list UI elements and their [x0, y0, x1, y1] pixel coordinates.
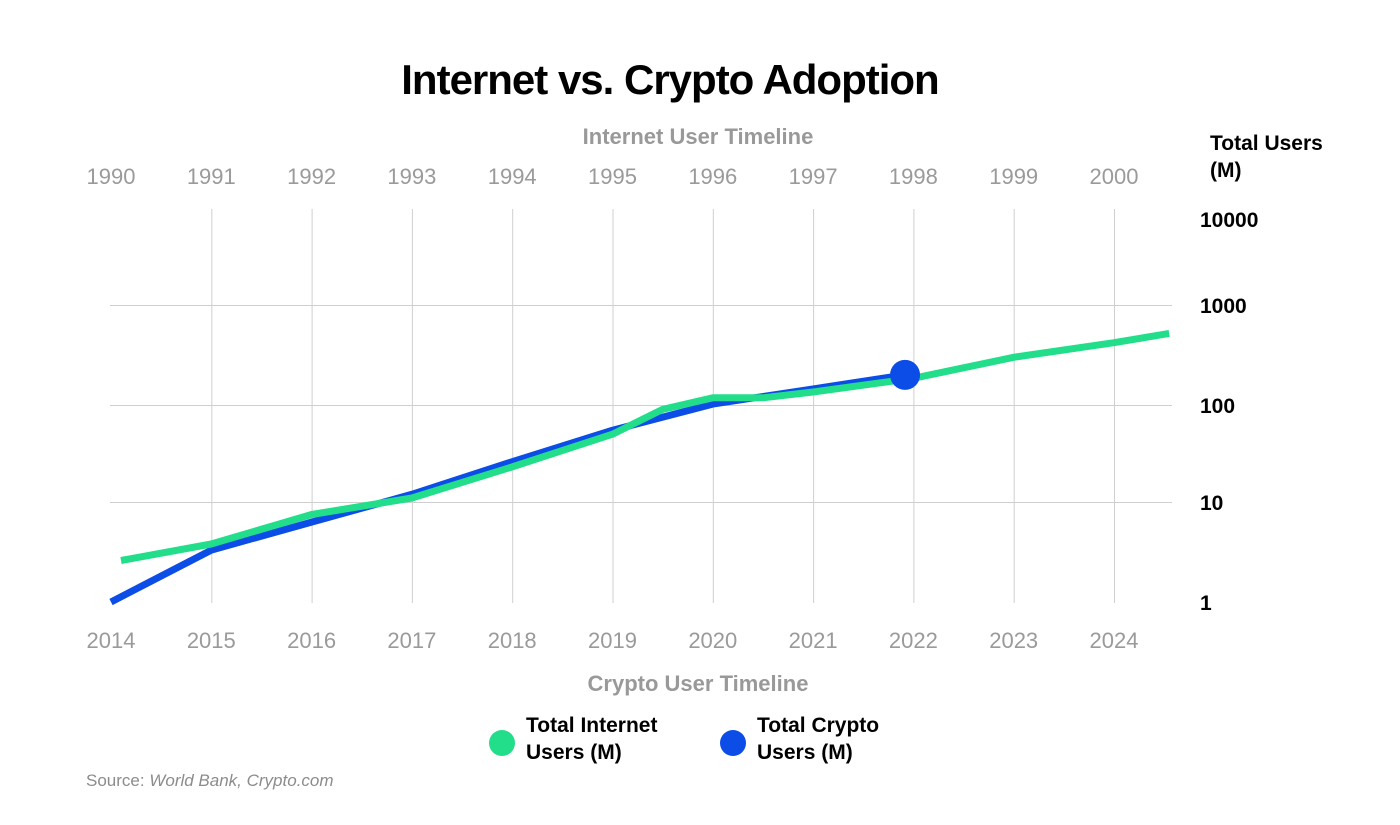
- y-tick-label: 10000: [1200, 209, 1258, 232]
- top-axis-title: Internet User Timeline: [583, 124, 814, 149]
- ticks: 1990 1991 1992 1993 1994 1995 1996 1997 1998 1999…: [87, 164, 1259, 653]
- bottom-x-tick-label: 2022: [889, 628, 938, 653]
- top-x-tick-label: 1991: [187, 164, 236, 189]
- top-x-tick-label: 1997: [789, 164, 838, 189]
- top-x-tick-label: 1996: [688, 164, 737, 189]
- legend: Total Internet Users (M) Total Crypto Us…: [489, 714, 885, 764]
- y-axis-title-line-2: (M): [1210, 159, 1241, 182]
- bottom-x-tick-label: 2019: [588, 628, 637, 653]
- bottom-x-tick-label: 2024: [1090, 628, 1139, 653]
- crypto-users-line: [109, 371, 906, 606]
- legend-label-crypto: Total Crypto Users (M): [757, 714, 885, 764]
- bottom-x-tick-label: 2014: [87, 628, 136, 653]
- y-axis-title-line-1: Total Users: [1210, 132, 1323, 155]
- y-tick-label: 100: [1200, 395, 1235, 418]
- source-note: Source: World Bank, Crypto.com: [86, 771, 334, 790]
- top-x-tick-label: 1994: [488, 164, 537, 189]
- crypto-current-point-marker: [890, 359, 921, 390]
- top-x-tick-label: 2000: [1090, 164, 1139, 189]
- legend-label-crypto-line-2: Users (M): [757, 741, 853, 764]
- top-x-tick-label: 1995: [588, 164, 637, 189]
- bottom-x-tick-label: 2017: [387, 628, 436, 653]
- chart-title: Internet vs. Crypto Adoption: [401, 56, 938, 103]
- bottom-x-tick-label: 2021: [789, 628, 838, 653]
- top-x-tick-label: 1999: [989, 164, 1038, 189]
- y-tick-label: 1000: [1200, 295, 1247, 318]
- series: [109, 329, 1170, 606]
- grid: [110, 209, 1172, 603]
- bottom-x-tick-label: 2016: [287, 628, 336, 653]
- y-axis-title: Total Users (M): [1210, 132, 1329, 182]
- legend-label-internet: Total Internet Users (M): [526, 714, 663, 764]
- bottom-axis-title: Crypto User Timeline: [588, 671, 809, 696]
- legend-marker-internet: [489, 730, 515, 756]
- source-text: World Bank, Crypto.com: [149, 771, 333, 790]
- legend-label-crypto-line-1: Total Crypto: [757, 714, 879, 737]
- top-x-tick-label: 1990: [87, 164, 136, 189]
- y-tick-label: 10: [1200, 492, 1223, 515]
- bottom-x-tick-label: 2023: [989, 628, 1038, 653]
- y-tick-label: 1: [1200, 592, 1212, 615]
- bottom-x-tick-label: 2018: [488, 628, 537, 653]
- legend-item-internet: Total Internet Users (M): [489, 714, 663, 764]
- top-x-tick-label: 1998: [889, 164, 938, 189]
- bottom-x-tick-label: 2015: [187, 628, 236, 653]
- bottom-x-tick-label: 2020: [688, 628, 737, 653]
- top-x-tick-label: 1993: [387, 164, 436, 189]
- internet-users-line: [120, 329, 1170, 564]
- source-prefix: Source:: [86, 771, 149, 790]
- legend-item-crypto: Total Crypto Users (M): [720, 714, 885, 764]
- legend-label-internet-line-2: Users (M): [526, 741, 622, 764]
- top-x-tick-label: 1992: [287, 164, 336, 189]
- legend-marker-crypto: [720, 730, 746, 756]
- legend-label-internet-line-1: Total Internet: [526, 714, 657, 737]
